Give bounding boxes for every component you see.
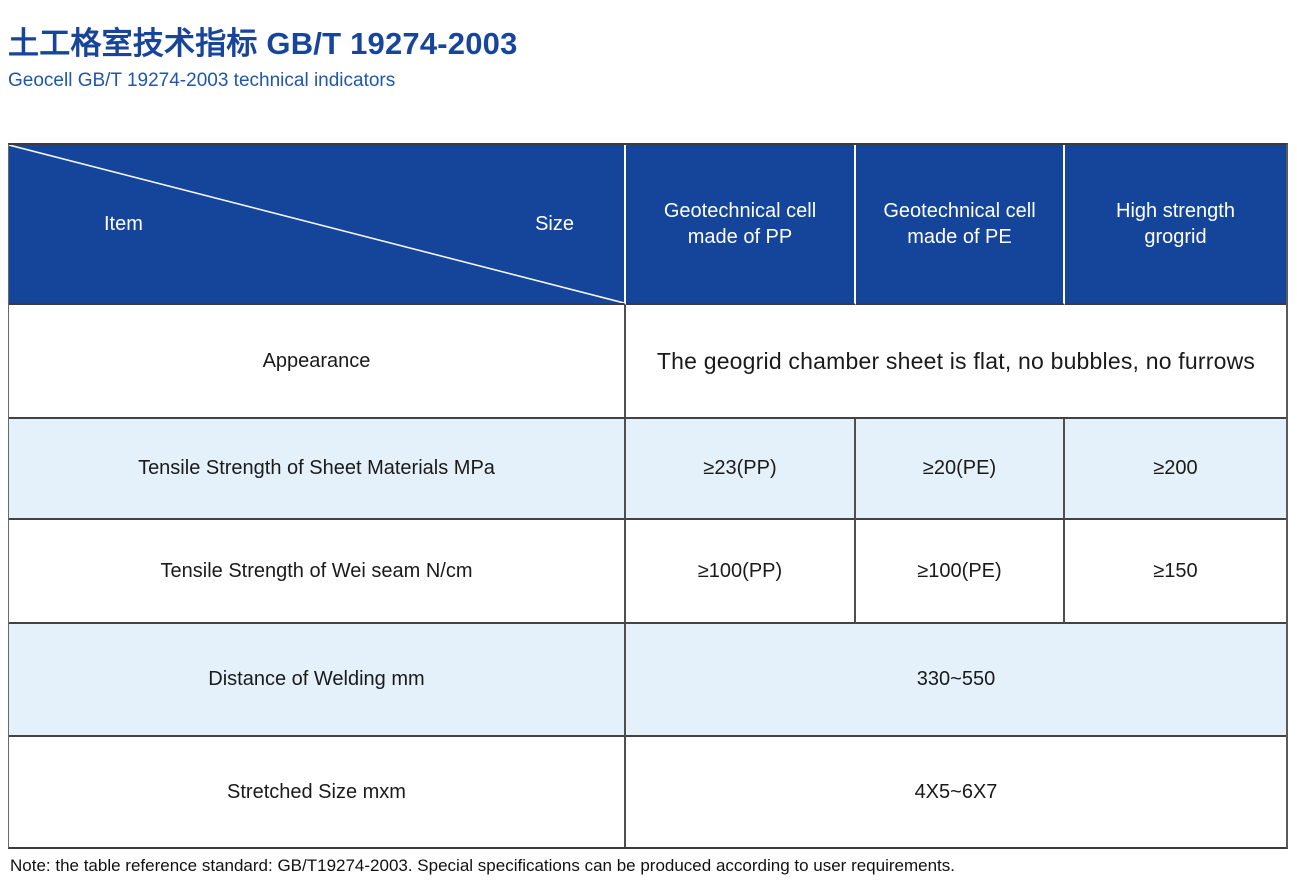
row-value-tensile-seam-grogrid: ≥150	[1065, 520, 1286, 624]
row-label-welding-distance: Distance of Welding mm	[9, 624, 626, 737]
row-value-welding-distance: 330~550	[626, 624, 1286, 737]
row-value-tensile-sheet-pe: ≥20(PE)	[856, 419, 1065, 520]
footnote: Note: the table reference standard: GB/T…	[10, 856, 956, 875]
header-col-pe: Geotechnical cell made of PE	[856, 145, 1065, 305]
row-value-appearance: The geogrid chamber sheet is flat, no bu…	[626, 305, 1286, 419]
spec-table: Item Size Geotechnical cell made of PP G…	[8, 143, 1288, 849]
header-col-grogrid: High strength grogrid	[1065, 145, 1286, 305]
page-title: 土工格室技术指标 GB/T 19274-2003	[8, 26, 518, 61]
header-item-label: Item	[104, 213, 143, 235]
row-label-tensile-seam: Tensile Strength of Wei seam N/cm	[9, 520, 626, 624]
row-label-appearance: Appearance	[9, 305, 626, 419]
row-value-tensile-seam-pp: ≥100(PP)	[626, 520, 856, 624]
row-value-stretched-size: 4X5~6X7	[626, 737, 1286, 847]
row-value-tensile-seam-pe: ≥100(PE)	[856, 520, 1065, 624]
diagonal-line	[9, 145, 624, 303]
page-subtitle: Geocell GB/T 19274-2003 technical indica…	[8, 70, 396, 91]
row-label-stretched-size: Stretched Size mxm	[9, 737, 626, 847]
row-value-tensile-sheet-grogrid: ≥200	[1065, 419, 1286, 520]
header-corner-cell: Item Size	[9, 145, 626, 305]
header-size-label: Size	[535, 213, 574, 235]
header-col-pp: Geotechnical cell made of PP	[626, 145, 856, 305]
row-value-tensile-sheet-pp: ≥23(PP)	[626, 419, 856, 520]
row-label-tensile-sheet: Tensile Strength of Sheet Materials MPa	[9, 419, 626, 520]
